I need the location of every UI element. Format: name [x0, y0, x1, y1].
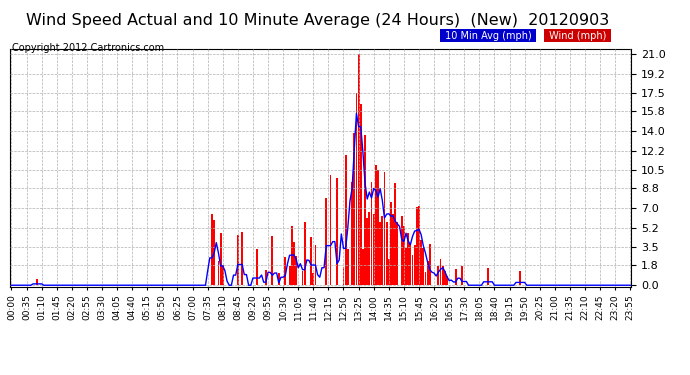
Bar	[256, 249, 258, 285]
Bar	[362, 249, 364, 285]
Bar	[373, 214, 375, 285]
Bar	[424, 272, 426, 285]
Bar	[414, 245, 415, 285]
Bar	[302, 271, 304, 285]
Bar	[440, 259, 442, 285]
Bar	[366, 218, 368, 285]
Bar	[330, 175, 331, 285]
Bar	[382, 216, 383, 285]
Bar	[217, 261, 219, 285]
Bar	[371, 182, 373, 285]
Bar	[315, 245, 317, 285]
Bar	[342, 267, 344, 285]
Bar	[397, 222, 398, 285]
Bar	[461, 267, 463, 285]
Bar	[241, 232, 243, 285]
Bar	[405, 248, 407, 285]
Text: Wind (mph): Wind (mph)	[546, 31, 609, 40]
Bar	[290, 226, 293, 285]
Bar	[364, 135, 366, 285]
Bar	[278, 273, 279, 285]
Bar	[392, 214, 394, 285]
Bar	[375, 165, 377, 285]
Bar	[351, 182, 353, 285]
Bar	[384, 172, 386, 285]
Bar	[355, 93, 357, 285]
Bar	[359, 104, 362, 285]
Bar	[213, 220, 215, 285]
Bar	[295, 256, 297, 285]
Bar	[353, 134, 355, 285]
Bar	[401, 216, 403, 285]
Bar	[237, 235, 239, 285]
Bar	[446, 276, 448, 285]
Bar	[380, 222, 381, 285]
Bar	[377, 170, 379, 285]
Bar	[265, 270, 267, 285]
Bar	[418, 206, 420, 285]
Bar	[288, 266, 290, 285]
Bar	[219, 233, 221, 285]
Bar	[271, 236, 273, 285]
Bar	[388, 259, 390, 285]
Bar	[437, 266, 440, 285]
Bar	[390, 202, 392, 285]
Bar	[293, 242, 295, 285]
Text: 10 Min Avg (mph): 10 Min Avg (mph)	[442, 31, 535, 40]
Bar	[394, 183, 396, 285]
Bar	[444, 271, 446, 285]
Bar	[313, 273, 314, 285]
Bar	[411, 255, 413, 285]
Bar	[487, 268, 489, 285]
Text: Copyright 2012 Cartronics.com: Copyright 2012 Cartronics.com	[12, 43, 164, 53]
Bar	[426, 261, 428, 285]
Bar	[336, 178, 338, 285]
Bar	[407, 233, 409, 285]
Bar	[422, 248, 424, 285]
Bar	[37, 279, 38, 285]
Text: Wind Speed Actual and 10 Minute Average (24 Hours)  (New)  20120903: Wind Speed Actual and 10 Minute Average …	[26, 13, 609, 28]
Bar	[345, 155, 346, 285]
Bar	[420, 240, 422, 285]
Bar	[284, 257, 286, 285]
Bar	[221, 265, 224, 285]
Bar	[416, 207, 417, 285]
Bar	[409, 243, 411, 285]
Bar	[442, 266, 444, 285]
Bar	[455, 269, 457, 285]
Bar	[428, 244, 431, 285]
Bar	[211, 214, 213, 285]
Bar	[347, 249, 348, 285]
Bar	[325, 198, 327, 285]
Bar	[310, 237, 312, 285]
Bar	[357, 54, 359, 285]
Bar	[386, 222, 388, 285]
Bar	[520, 271, 521, 285]
Bar	[368, 212, 371, 285]
Bar	[403, 225, 405, 285]
Bar	[304, 222, 306, 285]
